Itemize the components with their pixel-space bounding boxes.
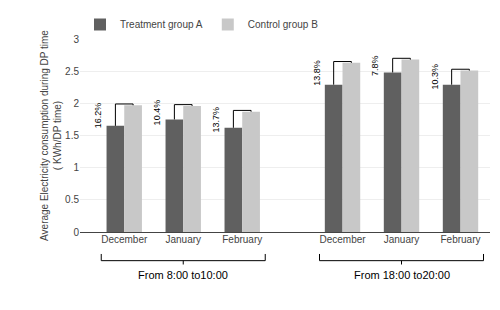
svg-text:0: 0 xyxy=(73,227,79,238)
svg-text:7.8%: 7.8% xyxy=(370,55,380,76)
svg-text:16.2%: 16.2% xyxy=(93,103,103,129)
svg-text:December: December xyxy=(101,234,148,245)
svg-text:10.4%: 10.4% xyxy=(152,100,162,126)
svg-text:Treatment group A: Treatment group A xyxy=(120,19,203,30)
svg-text:13.7%: 13.7% xyxy=(211,107,221,133)
svg-text:1.5: 1.5 xyxy=(65,130,79,141)
svg-text:December: December xyxy=(319,234,366,245)
svg-text:13.8%: 13.8% xyxy=(312,60,322,86)
svg-text:0.5: 0.5 xyxy=(65,194,79,205)
svg-text:2.5: 2.5 xyxy=(65,66,79,77)
svg-text:Average Electricity consumptio: Average Electricity consumption during D… xyxy=(39,30,63,241)
svg-text:January: January xyxy=(384,234,420,245)
svg-text:2: 2 xyxy=(73,98,79,109)
svg-text:February: February xyxy=(440,234,480,245)
svg-text:February: February xyxy=(222,234,262,245)
svg-text:From 18:00 to20:00: From 18:00 to20:00 xyxy=(354,269,450,281)
svg-text:10.3%: 10.3% xyxy=(430,64,440,90)
svg-text:1: 1 xyxy=(73,162,79,173)
svg-text:From 8:00 to10:00: From 8:00 to10:00 xyxy=(138,269,228,281)
svg-text:January: January xyxy=(165,234,201,245)
svg-text:3: 3 xyxy=(73,34,79,45)
svg-text:Control group B: Control group B xyxy=(248,19,318,30)
